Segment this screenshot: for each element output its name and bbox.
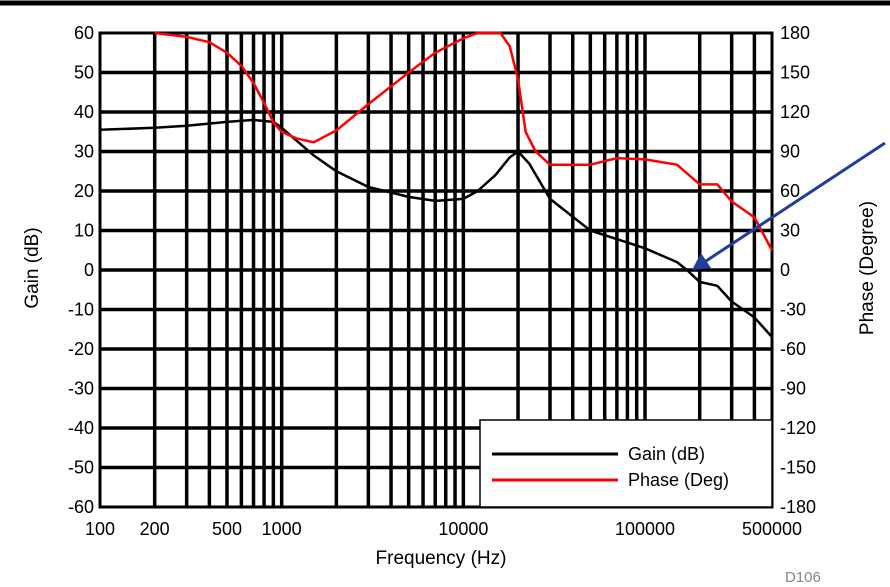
x-tick-label: 10000: [438, 519, 488, 539]
y-tick-label: 0: [84, 260, 94, 280]
y2-tick-label: -180: [780, 497, 816, 517]
y2-tick-label: -30: [780, 300, 806, 320]
x-tick-label: 100000: [615, 519, 675, 539]
y-tick-label: 20: [74, 181, 94, 201]
y2-tick-label: -90: [780, 379, 806, 399]
series-line-phase: [154, 31, 774, 251]
y-tick-labels: 60 50 40 30 20 10 0 -10 -20 -30 -40 -50 -60: [68, 23, 94, 517]
y2-tick-label: 60: [780, 181, 800, 201]
x-tick-label: 1000: [262, 519, 302, 539]
y-tick-label: -20: [68, 339, 94, 359]
series-layer: [99, 31, 774, 338]
legend-label-gain: Gain (dB): [628, 444, 705, 464]
y2-tick-label: -120: [780, 418, 816, 438]
x-tick-label: 500000: [742, 519, 802, 539]
y-tick-label: 30: [74, 142, 94, 162]
arrow-head: [692, 253, 711, 270]
y2-tick-label: 30: [780, 221, 800, 241]
legend: Gain (dB) Phase (Deg): [479, 419, 773, 508]
y-tick-label: -10: [68, 300, 94, 320]
y2-tick-label: 180: [780, 23, 810, 43]
y2-tick-label: -60: [780, 339, 806, 359]
y2-tick-label: 0: [780, 260, 790, 280]
y2-tick-labels: 180 150 120 90 60 30 0 -30 -60 -90 -120 -150 -180: [780, 23, 816, 517]
y-tick-label: 40: [74, 102, 94, 122]
x-tick-label: 100: [85, 519, 115, 539]
plot-frame: [98, 31, 774, 509]
y-tick-label: -50: [68, 458, 94, 478]
y2-tick-label: 90: [780, 142, 800, 162]
x-tick-label: 500: [212, 519, 242, 539]
y2-tick-label: 120: [780, 102, 810, 122]
figure-id: D106: [785, 569, 821, 586]
y2-tick-label: -150: [780, 458, 816, 478]
legend-box: [479, 419, 773, 508]
y-tick-label: -40: [68, 418, 94, 438]
y-tick-label: 60: [74, 23, 94, 43]
y-tick-label: -30: [68, 379, 94, 399]
x-axis-title: Frequency (Hz): [376, 548, 507, 569]
y-axis-title: Gain (dB): [22, 227, 43, 308]
arrow-shaft: [705, 141, 886, 263]
series-line-gain: [99, 118, 773, 338]
y-tick-label: -60: [68, 497, 94, 517]
legend-label-phase: Phase (Deg): [628, 470, 729, 490]
y2-axis-title: Phase (Degree): [857, 201, 878, 335]
x-tick-labels: 100 200 500 1000 10000 100000 500000: [85, 519, 802, 539]
y-tick-label: 10: [74, 221, 94, 241]
y-tick-label: 50: [74, 63, 94, 83]
x-tick-label: 200: [140, 519, 170, 539]
y2-tick-label: 150: [780, 63, 810, 83]
annotation-arrow: [692, 141, 886, 270]
